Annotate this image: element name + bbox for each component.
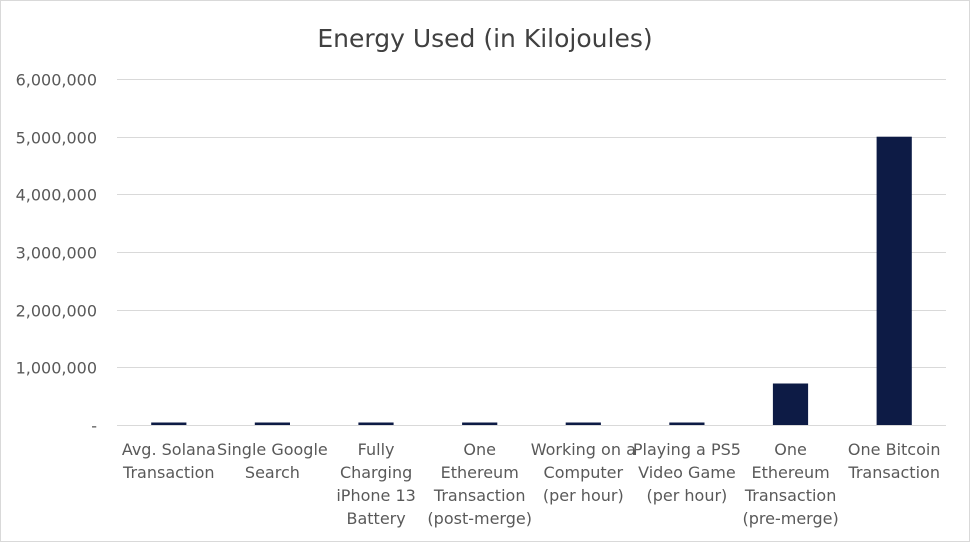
y-tick-label: 6,000,000 [16, 71, 97, 90]
x-category-label-line: Computer [544, 463, 624, 482]
x-category-label: Avg. Solana Transaction [122, 440, 216, 482]
y-axis-ticks: - 1,000,000 2,000,000 3,000,000 4,000,000 5,0… [16, 71, 97, 436]
x-category-label-line: Single Google [217, 440, 328, 459]
x-category-label: One Bitcoin Transaction [847, 440, 940, 482]
y-tick-label: 3,000,000 [16, 244, 97, 263]
bar [772, 383, 809, 425]
x-category-label-line: One Bitcoin [848, 440, 941, 459]
x-category-label-line: iPhone 13 [336, 486, 415, 505]
bar [462, 422, 498, 425]
x-category-label-line: Video Game [638, 463, 736, 482]
x-category-label-line: (post-merge) [427, 509, 532, 528]
x-category-label-line: Ethereum [441, 463, 519, 482]
bar [151, 422, 187, 425]
bars [151, 136, 912, 425]
x-category-label: Single Google Search [217, 440, 328, 482]
bar [254, 422, 290, 425]
x-category-label-line: Search [245, 463, 300, 482]
bar [669, 422, 705, 425]
x-category-label: One Ethereum Transaction (post-merge) [427, 440, 532, 528]
chart-title: Energy Used (in Kilojoules) [317, 24, 652, 53]
x-category-label-line: Transaction [847, 463, 940, 482]
x-category-label-line: Avg. Solana [122, 440, 216, 459]
y-tick-label: 1,000,000 [16, 359, 97, 378]
y-tick-label: 2,000,000 [16, 302, 97, 321]
x-category-label: Working on a Computer (per hour) [531, 440, 636, 505]
bar [876, 136, 912, 425]
x-category-label-line: Transaction [122, 463, 215, 482]
y-tick-label: - [91, 417, 97, 436]
bar [358, 422, 394, 425]
x-category-label-line: Charging [340, 463, 412, 482]
x-category-label-line: One [774, 440, 807, 459]
x-category-label-line: (per hour) [543, 486, 624, 505]
gridlines [117, 79, 946, 426]
x-category-label-line: Transaction [433, 486, 526, 505]
x-category-label-line: Transaction [744, 486, 837, 505]
x-category-label-line: Working on a [531, 440, 636, 459]
x-category-label-line: One [463, 440, 496, 459]
x-category-label-line: Ethereum [752, 463, 830, 482]
y-tick-label: 4,000,000 [16, 186, 97, 205]
bar [565, 422, 601, 425]
x-category-label-line: Battery [346, 509, 405, 528]
x-category-label: One Ethereum Transaction (pre-merge) [742, 440, 838, 528]
x-category-label-line: Fully [358, 440, 395, 459]
y-tick-label: 5,000,000 [16, 129, 97, 148]
x-category-label: Playing a PS5 Video Game (per hour) [633, 440, 741, 505]
x-category-label-line: (pre-merge) [742, 509, 838, 528]
x-category-label-line: Playing a PS5 [633, 440, 741, 459]
x-category-label: Fully Charging iPhone 13 Battery [336, 440, 415, 528]
x-category-label-line: (per hour) [647, 486, 728, 505]
